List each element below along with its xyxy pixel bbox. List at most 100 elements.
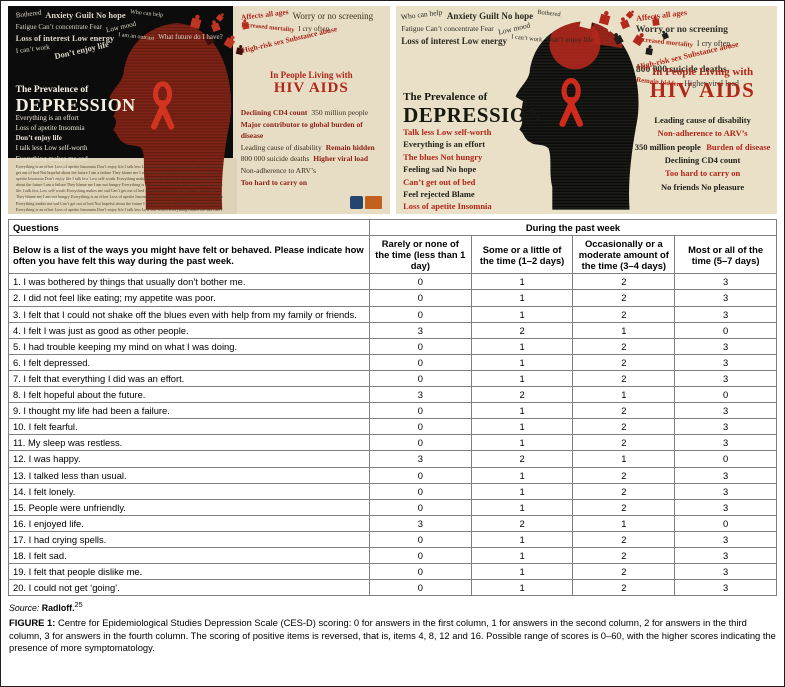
figure-text: FIGURE 1: Centre for Epidemiological Stu… (9, 617, 776, 654)
head-outline (109, 23, 232, 210)
score-cell: 1 (470, 273, 574, 291)
question-cell: 14. I felt lonely. (8, 482, 370, 500)
score-cell: 1 (470, 482, 574, 500)
score-cell: 0 (368, 369, 472, 388)
poster-subtitle-line1: In People Living with (652, 66, 754, 79)
table-row: 2. I did not feel like eating; my appeti… (8, 289, 777, 307)
score-cell: 3 (674, 305, 777, 323)
score-cell: 1 (470, 498, 574, 516)
score-cell: 2 (572, 289, 676, 307)
score-cell: 1 (470, 418, 574, 436)
score-cell: 0 (674, 321, 777, 339)
cloud-word: 800 000 suicide deaths (635, 63, 727, 75)
question-cell: 11. My sleep was restless. (8, 434, 370, 452)
word-cloud-top-right: Affects all ages Worry or no screening Inc… (240, 7, 382, 55)
cloud-word: 350 million people (634, 141, 701, 152)
score-cell: 3 (674, 402, 777, 420)
cloud-word: Loss of interest Low energy (15, 33, 115, 43)
question-cell: 20. I could not get ‘going’. (8, 579, 370, 597)
question-cell: 6. I felt depressed. (8, 353, 370, 371)
table-row: 15. People were unfriendly. 0 1 2 3 (8, 498, 777, 516)
score-cell: 1 (470, 353, 574, 371)
cloud-word: Loss of interest Low energy (401, 36, 508, 47)
poster-subtitle: In People Living with HIV AIDS (632, 66, 773, 103)
score-cell: 1 (470, 369, 574, 388)
score-cell: 3 (674, 289, 777, 307)
score-cell: 2 (572, 498, 676, 516)
header-row-2: Below is a list of the ways you might ha… (8, 235, 777, 275)
table-row: 4. I felt I was just as good as other pe… (8, 321, 777, 339)
score-cell: 1 (572, 450, 676, 468)
score-cell: 1 (572, 386, 676, 404)
score-cell: 3 (368, 450, 472, 468)
score-cell: 3 (674, 530, 777, 548)
score-cell: 2 (572, 418, 676, 436)
score-cell: 1 (470, 530, 574, 548)
score-cell: 0 (368, 482, 472, 500)
score-cell: 0 (368, 353, 472, 371)
question-cell: 7. I felt that everything I did was an e… (8, 369, 370, 388)
score-cell: 0 (368, 273, 472, 291)
table-row: 5. I had trouble keeping my mind on what… (8, 337, 777, 355)
score-cell: 2 (572, 482, 676, 500)
poster-title: The Prevalence of DEPRESSION (403, 91, 542, 128)
poster-subtitle-line1: In People Living with (269, 70, 353, 81)
cloud-word: Non-adherence to ARV’s (657, 128, 748, 139)
score-cell: 3 (674, 353, 777, 371)
score-cell: 1 (470, 402, 574, 420)
score-cell: 1 (470, 434, 574, 452)
figure-caption: Source: Radloff.25 FIGURE 1: Centre for … (9, 600, 776, 654)
score-cell: 0 (368, 546, 472, 565)
table-row: 11. My sleep was restless. 0 1 2 3 (8, 434, 777, 452)
score-cell: 3 (368, 514, 472, 532)
score-cell: 1 (470, 563, 574, 581)
score-cell: 2 (572, 337, 676, 355)
poster-title-line2: DEPRESSION (15, 95, 136, 116)
cloud-word: Loss of apetite Insomnia (15, 124, 85, 133)
cloud-word: Anxiety Guilt No hope (446, 11, 534, 22)
score-cell: 0 (674, 450, 777, 468)
depression-posters: Bothered Anxiety Guilt No hope Who can hel… (1, 1, 784, 217)
cloud-word: Not hopeful about the future (15, 174, 96, 183)
symptom-words-left: Everything is an effort Loss of apetite I… (16, 114, 130, 205)
score-cell: 1 (470, 466, 574, 484)
poster-dark-beige-panel (233, 6, 390, 214)
score-cell: 0 (368, 402, 472, 420)
table-row: 9. I thought my life had been a failure.… (8, 402, 777, 420)
head-silhouette-dark (109, 13, 250, 210)
source-label: Source: (9, 603, 40, 614)
question-cell: 8. I felt hopeful about the future. (8, 386, 370, 404)
score-cell: 2 (470, 386, 574, 404)
question-cell: 13. I talked less than usual. (8, 466, 370, 484)
week-header: During the past week (368, 218, 778, 237)
cloud-word: Too hard to carry on (240, 178, 308, 188)
cloud-word: Everything is an effort (403, 139, 486, 150)
score-cell: 2 (572, 546, 676, 565)
score-cell: 0 (368, 434, 472, 452)
word-cloud-top-left: Who can help Anxiety Guilt No hope Bothere… (401, 8, 626, 49)
score-cell: 1 (572, 321, 676, 339)
cloud-word: Too hard to carry on (664, 168, 741, 179)
score-cell: 0 (674, 386, 777, 404)
instruction-cell: Below is a list of the ways you might ha… (8, 235, 370, 275)
puzzle-pieces (598, 10, 660, 47)
score-cell: 0 (368, 418, 472, 436)
source-superscript: 25 (74, 600, 83, 610)
cloud-word: Fatigue Can’t concentrate Fear (401, 23, 494, 33)
score-cell: 1 (470, 546, 574, 565)
cloud-word: Don’t enjoy life (546, 35, 594, 45)
statistic-words-right: Declining CD4 count 350 million people Maj… (241, 108, 382, 190)
fine-print-texture: Everything is an effort Loss of apetite … (15, 164, 223, 212)
score-cell: 3 (674, 369, 777, 388)
table-row: 1. I was bothered by things that usually… (8, 273, 777, 291)
score-cell: 0 (368, 530, 472, 548)
poster-title-line1: The Prevalence of (15, 85, 89, 96)
question-cell: 15. People were unfriendly. (8, 498, 370, 516)
question-cell: 19. I felt that people dislike me. (8, 563, 370, 581)
score-cell: 2 (470, 450, 574, 468)
score-cell: 0 (368, 563, 472, 581)
university-logo (349, 195, 382, 209)
score-cell: 2 (572, 579, 676, 597)
cloud-word: I cry often (298, 23, 330, 33)
cloud-word: Major contributor to global burden of di… (240, 119, 363, 140)
